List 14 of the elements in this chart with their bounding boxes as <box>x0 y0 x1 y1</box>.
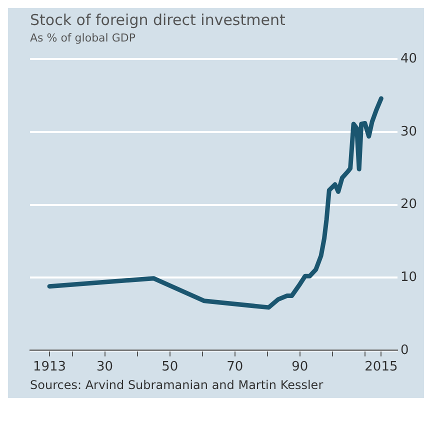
source-note: Sources: Arvind Subramanian and Martin Kessler <box>29 378 324 392</box>
x-tick-label: 70 <box>226 360 244 375</box>
y-tick-label: 20 <box>400 197 418 212</box>
x-tick-label: 1913 <box>32 360 66 375</box>
y-tick-label: 10 <box>400 270 418 285</box>
y-tick-label: 40 <box>400 52 418 67</box>
chart-subtitle: As % of global GDP <box>30 31 136 44</box>
x-tick-label: 30 <box>96 360 114 375</box>
y-tick-label: 30 <box>400 124 418 140</box>
x-tick-label: 2015 <box>364 360 398 375</box>
x-tick-label: 90 <box>292 360 308 375</box>
y-tick-label: 0 <box>400 342 409 358</box>
chart-title: Stock of foreign direct investment <box>30 10 286 29</box>
x-tick-label: 50 <box>162 360 178 375</box>
